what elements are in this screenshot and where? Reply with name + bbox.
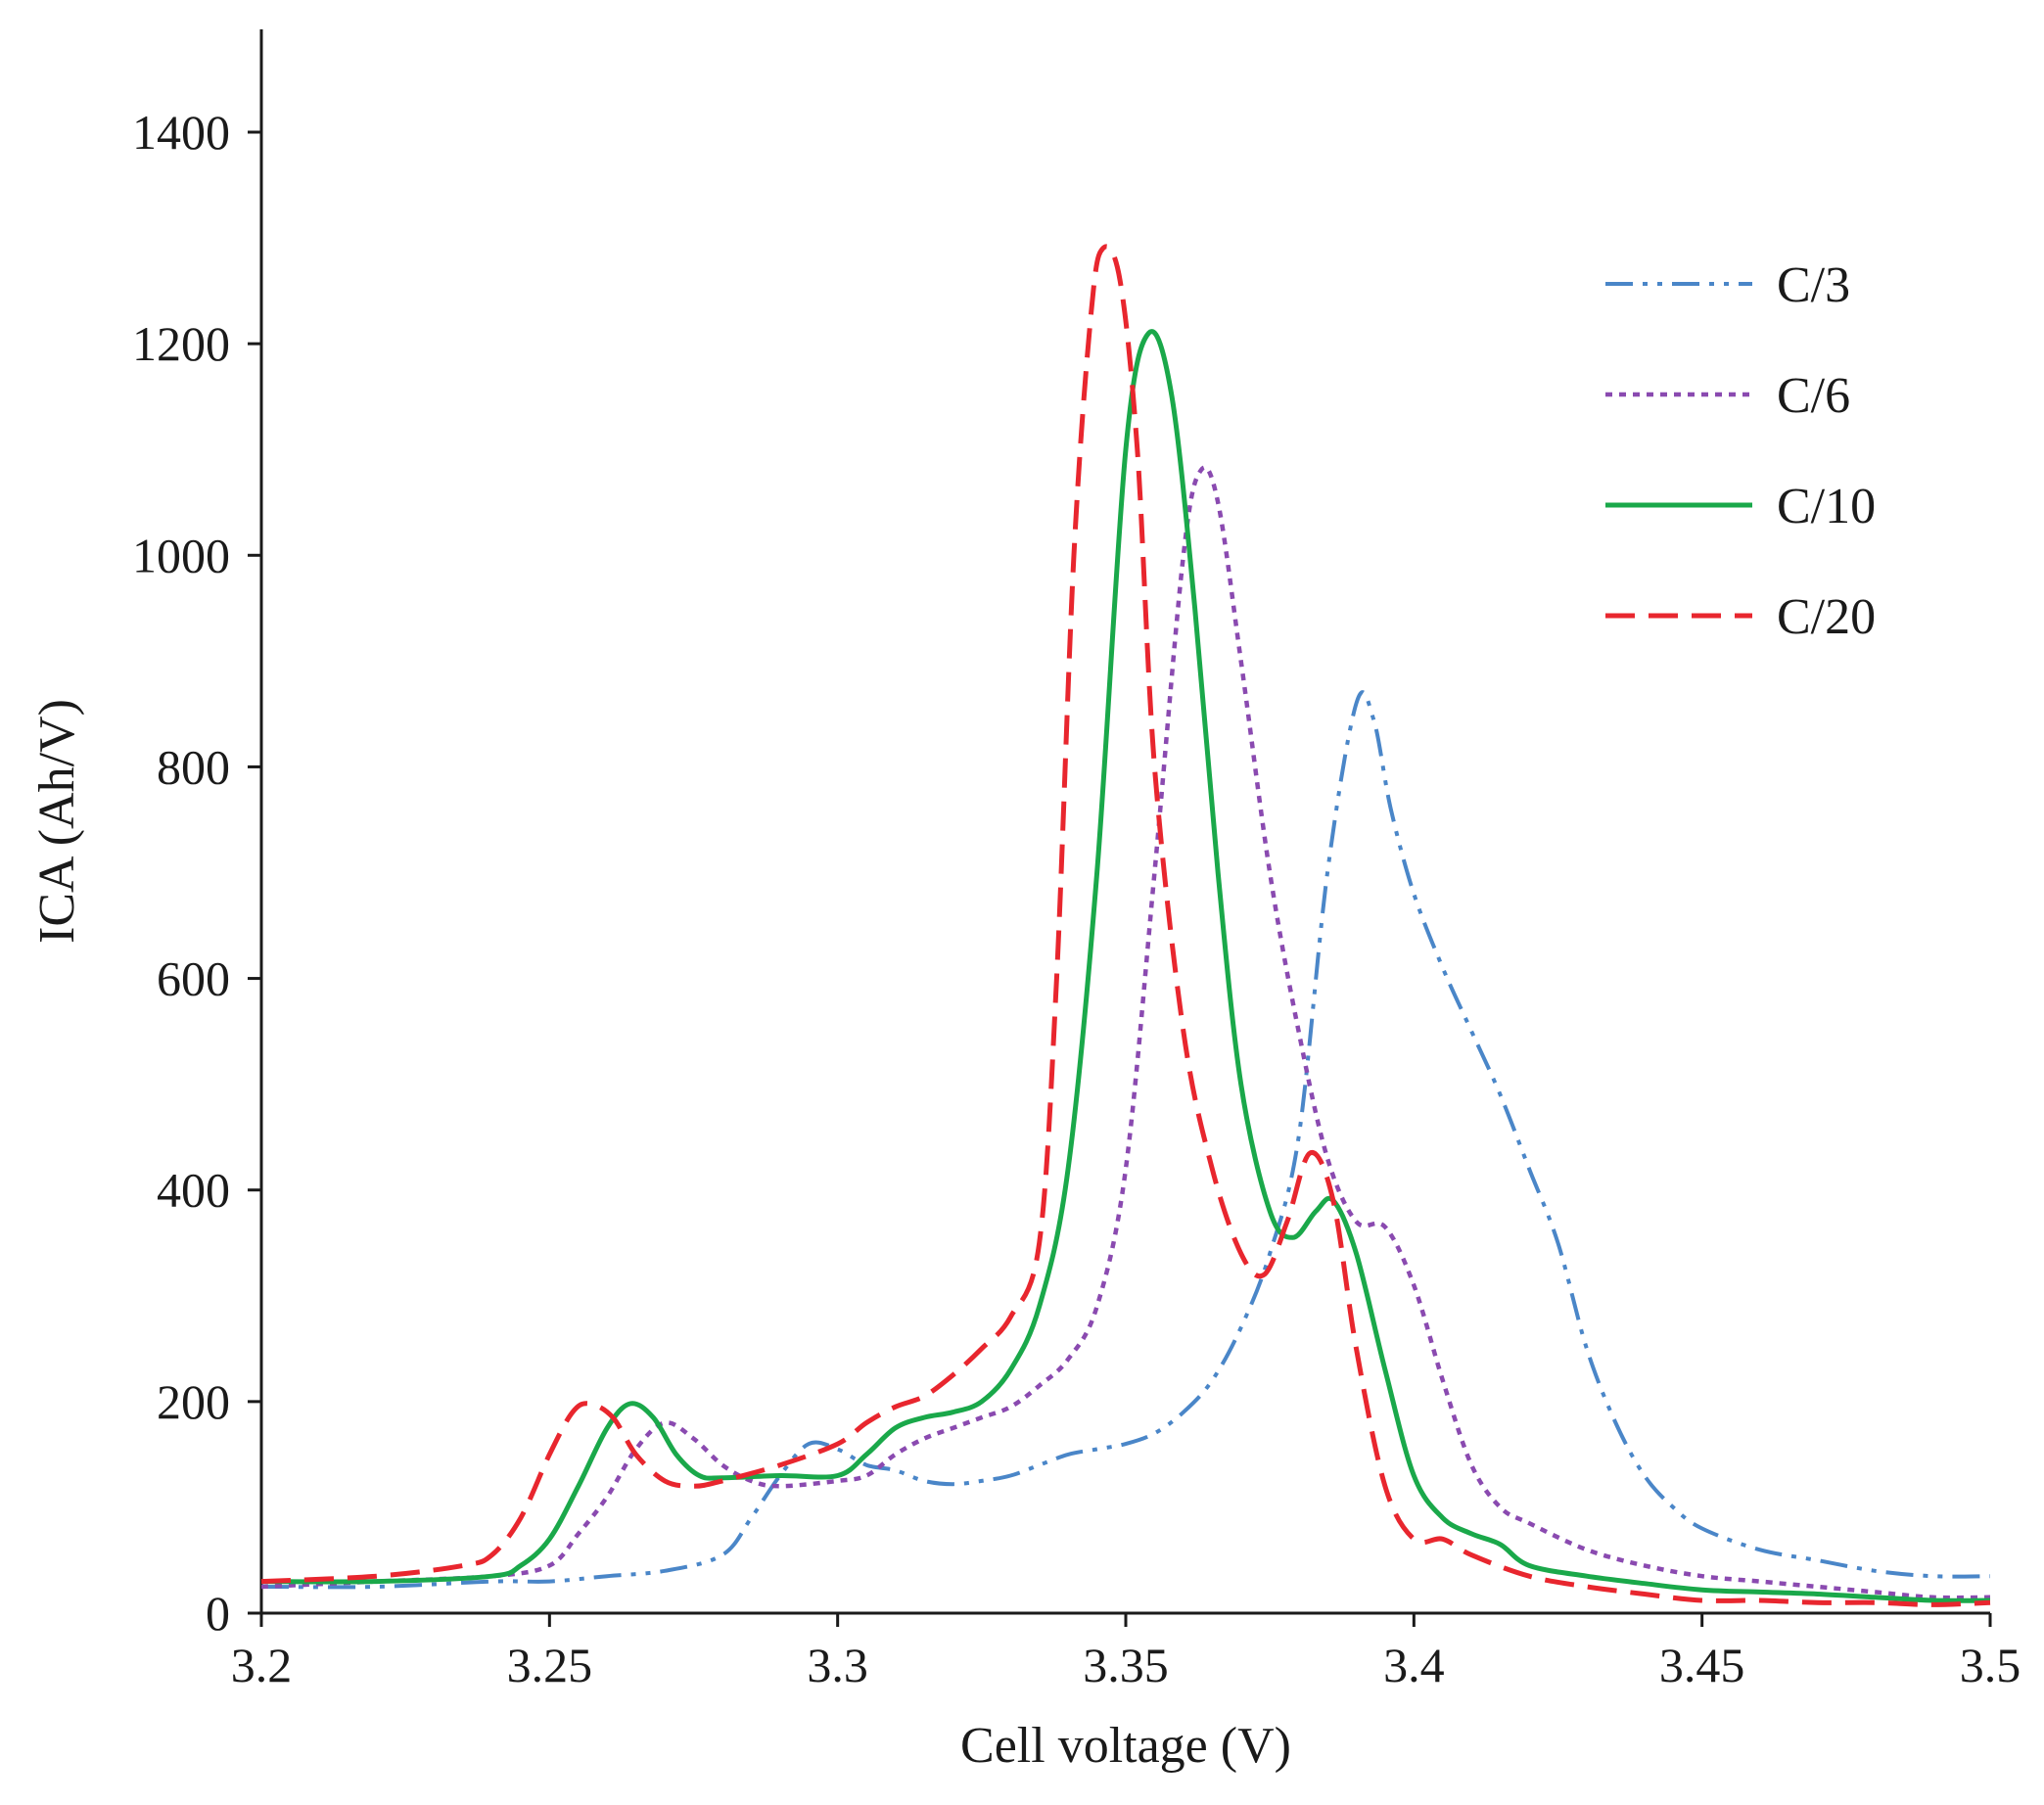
x-tick-label: 3.25	[507, 1638, 593, 1692]
legend: C/3 C/6 C/10 C/20	[1605, 257, 1876, 645]
legend-label: C/10	[1777, 479, 1876, 534]
y-ticks: 0 200 400 600 800 1000 1200 1400	[132, 105, 261, 1641]
y-tick-label: 200	[157, 1374, 230, 1429]
series-line-c-3	[260, 690, 1991, 1590]
x-tick-label: 3.3	[807, 1638, 868, 1692]
legend-label: C/20	[1777, 589, 1876, 645]
y-tick-label: 0	[206, 1586, 230, 1641]
y-tick-label: 800	[157, 739, 230, 794]
legend-label: C/6	[1777, 368, 1850, 424]
y-axis-title: ICA (Ah/V)	[29, 699, 85, 944]
y-tick-label: 1200	[132, 316, 230, 371]
series-line-c-20	[260, 244, 1991, 1607]
x-tick-label: 3.45	[1659, 1638, 1745, 1692]
x-tick-label: 3.2	[231, 1638, 293, 1692]
y-tick-label: 1400	[132, 105, 230, 160]
series-line-c-10	[260, 329, 1991, 1603]
x-tick-label: 3.35	[1083, 1638, 1169, 1692]
series-line-c-6	[260, 465, 1991, 1600]
y-tick-label: 1000	[132, 528, 230, 582]
series-layer	[260, 244, 1991, 1607]
x-ticks: 3.2 3.25 3.3 3.35 3.4 3.45 3.5	[231, 1613, 2021, 1692]
x-axis-title: Cell voltage (V)	[960, 1718, 1291, 1774]
y-tick-label: 600	[157, 951, 230, 1006]
x-tick-label: 3.4	[1383, 1638, 1445, 1692]
axes	[259, 29, 1990, 1615]
x-tick-label: 3.5	[1960, 1638, 2021, 1692]
y-tick-label: 400	[157, 1163, 230, 1218]
legend-label: C/3	[1777, 257, 1850, 313]
